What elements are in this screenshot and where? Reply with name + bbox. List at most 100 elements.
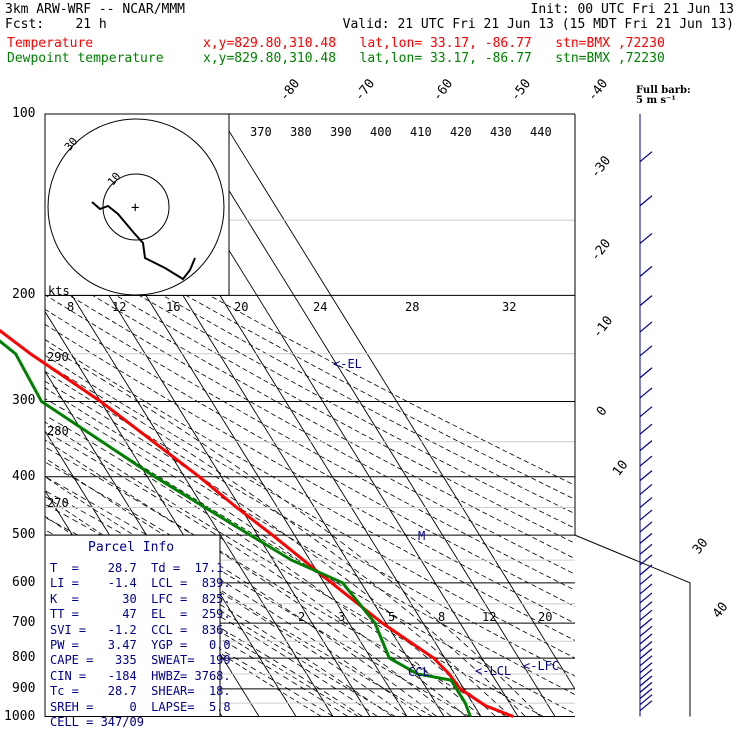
mixing-ratio-label: 12 — [482, 610, 497, 624]
wind-barb — [639, 321, 653, 333]
parcel-info-row: CELL = 347/09 — [50, 715, 144, 729]
pressure-label: 500 — [12, 527, 36, 543]
wind-barb — [639, 509, 653, 521]
wind-barb — [639, 423, 653, 435]
wind-barb — [639, 265, 653, 277]
mixing-ratio-label: 5 — [388, 610, 396, 624]
dewpoint-location: x,y=829.80,310.48 lat,lon= 33.17, -86.77… — [203, 51, 665, 66]
mixing-ratio-label: 20 — [538, 610, 553, 624]
wind-barb — [639, 532, 653, 544]
parcel-info-row: TT = 47 EL = 259. — [50, 607, 231, 622]
pressure-label: 400 — [12, 468, 36, 484]
wind-barb — [639, 668, 653, 680]
parcel-info-row: LI = -1.4 LCL = 839. — [50, 576, 231, 591]
theta-label: 390 — [330, 125, 352, 139]
theta-label: 280 — [47, 424, 69, 438]
moist-adiabat-line — [45, 553, 334, 717]
wind-barb — [639, 688, 653, 700]
hodograph-trace — [91, 201, 196, 281]
wind-barb — [639, 675, 653, 687]
wind-barb — [639, 406, 653, 418]
wind-barb — [639, 295, 653, 307]
wind-barb — [639, 700, 653, 712]
pressure-label: 700 — [12, 615, 36, 631]
wind-barb — [639, 655, 653, 667]
temperature-location: x,y=829.80,310.48 lat,lon= 33.17, -86.77… — [203, 36, 665, 51]
theta-label: 370 — [250, 125, 272, 139]
wind-barb — [639, 195, 653, 207]
mixing-ratio-label: 8 — [438, 610, 446, 624]
parcel-info-row: Tc = 28.7 SHEAR= 18. — [50, 684, 231, 699]
dewpoint-legend: Dewpoint temperature — [7, 51, 164, 66]
wind-barb — [639, 440, 653, 452]
parcel-info-row: K = 30 LFC = 825. — [50, 591, 231, 606]
wind-barb — [639, 345, 653, 357]
wind-barb — [639, 694, 653, 706]
wind-barb — [639, 521, 653, 533]
parcel-info-row: CAPE = 335 SWEAT= 199 — [50, 653, 231, 668]
wind-barb — [639, 497, 653, 509]
parcel-info-row: CIN = -184 HWBZ= 3768. — [50, 668, 231, 683]
temperature-legend: Temperature — [7, 36, 94, 51]
hodo-speed-label: 12 — [112, 300, 127, 314]
wind-barb — [639, 232, 653, 244]
wind-barb — [639, 151, 653, 163]
parcel-info-title: Parcel Info — [88, 540, 175, 555]
parcel-info-row: T = 28.7 Td = 17.1 — [50, 561, 224, 575]
hodograph-ring-outer — [47, 118, 225, 296]
moist-adiabat-line — [45, 430, 467, 717]
wind-legend: Full barb: 5 m s⁻¹ — [636, 85, 691, 106]
el-marker: <-EL — [333, 357, 362, 371]
lfc-marker: <-LFC — [523, 659, 560, 673]
wind-barb — [639, 564, 653, 576]
hodograph-center: + — [131, 200, 139, 216]
parcel-info-row: PW = 3.47 YGP = 0.0 — [50, 638, 231, 652]
moist-adiabat-line — [45, 380, 511, 717]
theta-label: 290 — [47, 350, 69, 364]
wind-barb — [639, 617, 653, 629]
isotherm-line — [45, 310, 297, 717]
wind-barb — [639, 583, 653, 595]
dewpoint-line — [0, 339, 472, 718]
wind-barb — [639, 455, 653, 467]
parcel-info-row: SREH = 0 LAPSE= 5.8 — [50, 699, 231, 714]
wind-barb — [639, 367, 653, 379]
wind-barb — [639, 483, 653, 495]
theta-label: 420 — [450, 125, 472, 139]
pressure-label: 100 — [12, 106, 36, 121]
hodo-speed-label: 32 — [502, 300, 517, 314]
wind-barb — [639, 387, 653, 399]
wind-barb — [639, 681, 653, 693]
init-time: Init: 00 UTC Fri 21 Jun 13 — [530, 2, 735, 17]
theta-label: 430 — [490, 125, 512, 139]
temperature-line — [0, 328, 514, 718]
wind-barb — [639, 609, 653, 621]
moist-adiabat-line — [45, 529, 363, 717]
ccl-marker: CCL — [408, 665, 430, 679]
hodo-speed-label: 16 — [166, 300, 181, 314]
valid-time: Valid: 21 UTC Fri 21 Jun 13 (15 MDT Fri … — [342, 17, 734, 32]
wind-barb — [639, 554, 653, 566]
theta-label: 440 — [530, 125, 552, 139]
mixing-ratio-label: 3 — [338, 610, 346, 624]
moist-adiabat-line — [45, 446, 452, 717]
wind-barb — [639, 543, 653, 555]
parcel-info-frame — [44, 534, 221, 718]
hodo-speed-label: 24 — [313, 300, 328, 314]
hodo-speed-label: 8 — [67, 300, 75, 314]
moist-adiabat-line — [45, 362, 526, 717]
parcel-info-row: SVI = -1.2 CCL = 836. — [50, 622, 231, 637]
wind-barb — [639, 601, 653, 613]
theta-label: 380 — [290, 125, 312, 139]
wind-barb — [639, 470, 653, 482]
moist-adiabat-line — [45, 461, 437, 717]
theta-label: 400 — [370, 125, 392, 139]
pressure-label: 900 — [12, 680, 36, 696]
theta-label: 410 — [410, 125, 432, 139]
moist-adiabat-line — [45, 344, 541, 717]
pressure-label: 300 — [12, 393, 36, 409]
pressure-label: 200 — [12, 287, 36, 303]
wind-barb — [639, 633, 653, 645]
wind-barb — [639, 574, 653, 586]
